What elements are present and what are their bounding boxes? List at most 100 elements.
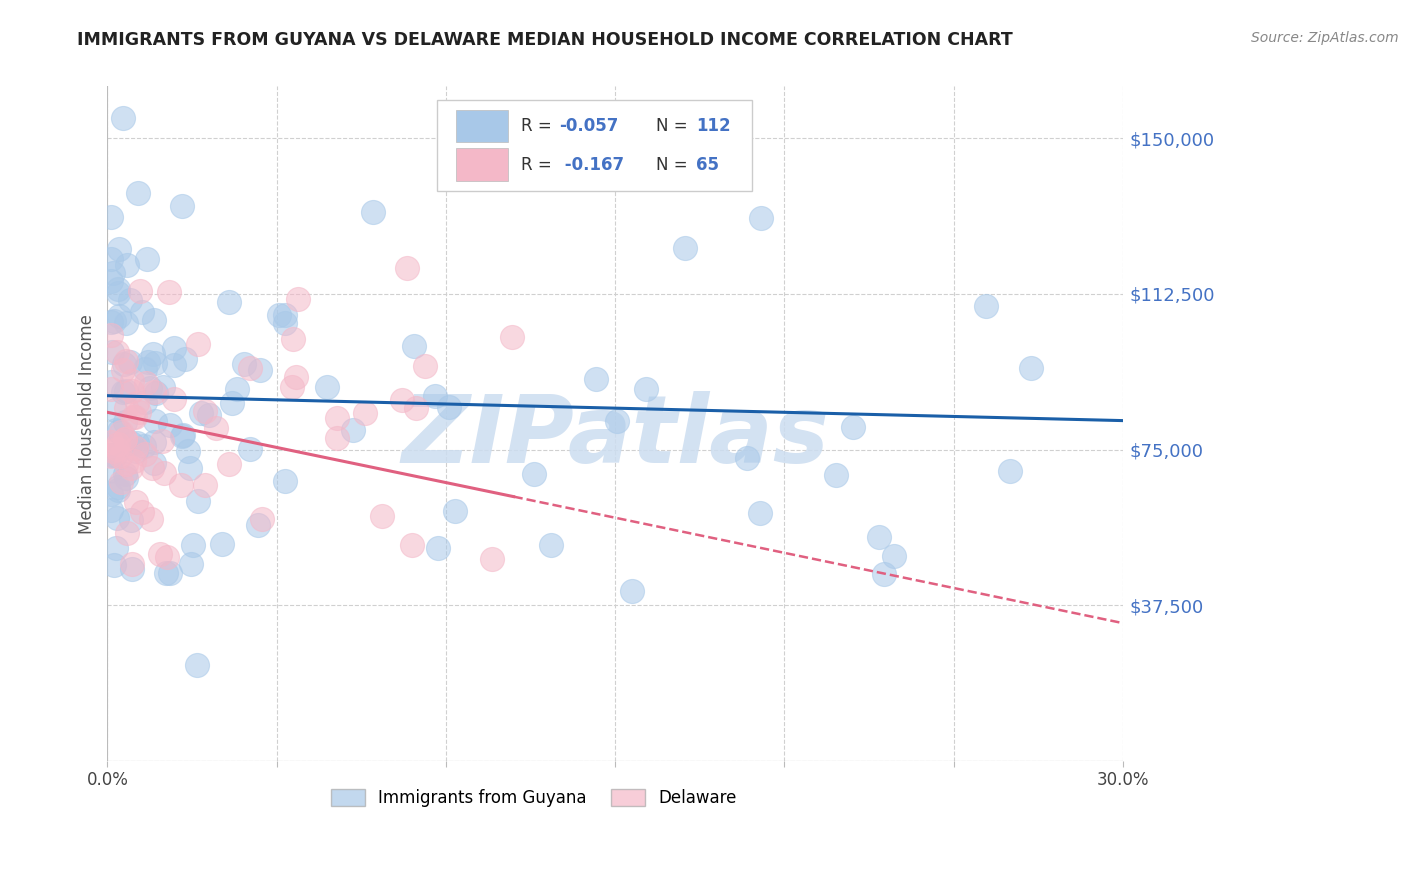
Point [100, 435, 122, 450]
Point [101, 345, 124, 359]
Point [198, 408, 221, 422]
Point [145, 385, 167, 400]
Text: -0.057: -0.057 [560, 117, 619, 136]
Point [124, 495, 146, 509]
Point [115, 384, 138, 398]
Point [107, 483, 129, 497]
Point [107, 480, 129, 494]
Point [124, 441, 146, 455]
Point [125, 435, 148, 450]
Point [100, 463, 122, 477]
Point [180, 558, 202, 572]
Point [868, 530, 890, 544]
Point [110, 425, 132, 439]
Point [481, 551, 503, 566]
Point [316, 380, 339, 394]
Point [172, 199, 194, 213]
Point [136, 355, 159, 369]
Point [735, 451, 758, 466]
Point [107, 437, 129, 451]
Point [115, 525, 138, 540]
Point [163, 358, 186, 372]
Point [122, 454, 145, 468]
Point [105, 442, 128, 457]
Point [673, 241, 696, 255]
Point [118, 354, 141, 368]
Point [156, 550, 179, 565]
Point [115, 457, 138, 471]
Point [239, 360, 262, 375]
Point [157, 285, 180, 300]
Point [211, 537, 233, 551]
Point [423, 389, 446, 403]
Point [396, 260, 419, 275]
Point [194, 477, 217, 491]
Point [181, 538, 204, 552]
Point [284, 370, 307, 384]
Point [225, 382, 247, 396]
Point [100, 375, 122, 389]
Point [142, 313, 165, 327]
Point [401, 538, 423, 552]
Text: Source: ZipAtlas.com: Source: ZipAtlas.com [1251, 31, 1399, 45]
Point [163, 341, 186, 355]
Point [127, 186, 149, 200]
Point [152, 467, 174, 481]
Point [100, 252, 122, 266]
Point [621, 584, 644, 599]
Point [131, 505, 153, 519]
Point [100, 502, 122, 516]
FancyBboxPatch shape [437, 100, 752, 191]
Point [112, 357, 135, 371]
Point [187, 336, 209, 351]
Point [155, 566, 177, 580]
Point [108, 449, 131, 463]
Point [249, 363, 271, 377]
Point [112, 111, 135, 125]
Text: IMMIGRANTS FROM GUYANA VS DELAWARE MEDIAN HOUSEHOLD INCOME CORRELATION CHART: IMMIGRANTS FROM GUYANA VS DELAWARE MEDIA… [77, 31, 1014, 49]
Point [114, 471, 136, 485]
Point [105, 345, 128, 359]
Point [100, 315, 122, 329]
Text: 112: 112 [696, 117, 731, 136]
Bar [456, 110, 509, 143]
Point [186, 657, 208, 672]
Point [125, 444, 148, 458]
Text: -0.167: -0.167 [560, 155, 624, 174]
Point [114, 317, 136, 331]
Point [402, 339, 425, 353]
Point [361, 204, 384, 219]
Point [170, 477, 193, 491]
Point [247, 518, 270, 533]
Point [172, 428, 194, 442]
Point [427, 541, 450, 555]
Point [120, 513, 142, 527]
Point [281, 379, 304, 393]
Point [371, 508, 394, 523]
Point [131, 304, 153, 318]
Point [825, 468, 848, 483]
Point [104, 403, 127, 417]
Point [143, 356, 166, 370]
Point [107, 286, 129, 301]
Point [145, 414, 167, 428]
Point [121, 562, 143, 576]
Point [437, 400, 460, 414]
Point [415, 359, 437, 373]
Point [585, 372, 607, 386]
Point [221, 395, 243, 409]
Point [274, 317, 297, 331]
Point [883, 549, 905, 563]
Point [108, 309, 131, 323]
Point [115, 401, 138, 415]
Point [159, 566, 181, 581]
Point [974, 299, 997, 313]
Text: N =: N = [655, 117, 688, 136]
Point [143, 456, 166, 470]
Point [281, 332, 304, 346]
Point [636, 382, 658, 396]
Point [127, 396, 149, 410]
Point [114, 416, 136, 430]
Point [100, 382, 122, 396]
Point [107, 425, 129, 439]
